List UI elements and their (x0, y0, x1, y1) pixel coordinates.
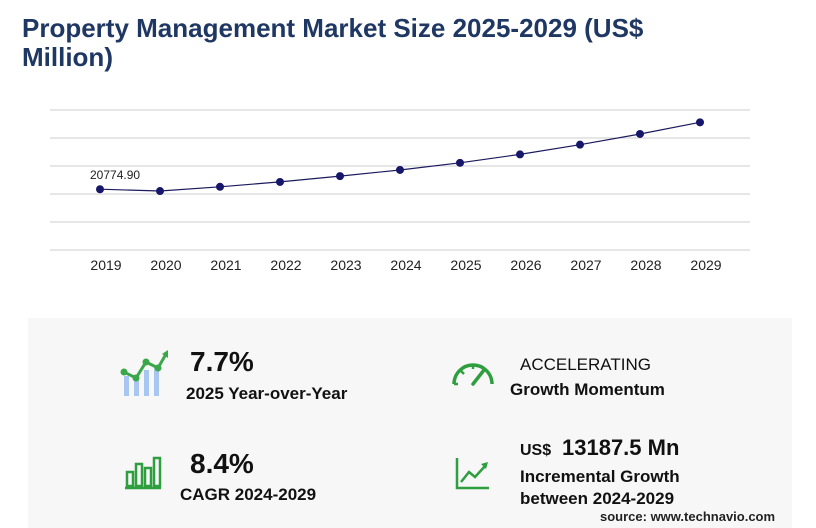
data-point-2029 (696, 118, 704, 127)
source-text: source: www.technavio.com (600, 509, 776, 524)
x-tick-label: 2029 (690, 257, 721, 273)
x-axis-ticks: 2019 2020 2021 2022 2023 2024 2025 2026 2027 2028… (90, 257, 721, 273)
cagr-value: 8.4% (190, 448, 254, 479)
speedometer-icon (452, 363, 494, 386)
data-labels: 20774.90 (90, 168, 140, 182)
incremental-prefix: US$ (520, 442, 552, 459)
trend-up-icon (455, 458, 489, 490)
cagr-label: CAGR 2024-2029 (180, 485, 317, 504)
data-label: 20774.90 (90, 168, 140, 182)
series-markers (96, 118, 704, 196)
yoy-value: 7.7% (190, 346, 254, 377)
x-tick-label: 2024 (390, 257, 421, 273)
data-point-2021 (216, 182, 224, 191)
data-point-2020 (156, 187, 164, 196)
data-point-2025 (456, 158, 464, 167)
x-tick-label: 2028 (630, 257, 661, 273)
line-chart: 20774.90 2019 2020 2021 2022 2023 2024 2025 202… (50, 109, 750, 273)
x-tick-label: 2026 (510, 257, 541, 273)
series-line (99, 121, 701, 192)
grid-lines (50, 109, 750, 251)
stats-panel (28, 318, 792, 528)
momentum-label: Growth Momentum (510, 380, 665, 399)
x-tick-label: 2019 (90, 257, 121, 273)
x-tick-label: 2021 (210, 257, 241, 273)
bar-chart-icon (125, 456, 162, 490)
data-point-2023 (336, 172, 344, 181)
momentum-value: ACCELERATING (520, 355, 651, 374)
incremental-label-2: between 2024-2029 (520, 489, 675, 508)
x-tick-label: 2025 (450, 257, 481, 273)
growth-bars-icon (120, 350, 168, 396)
incremental-value: 13187.5 Mn (562, 435, 680, 460)
x-tick-label: 2022 (270, 257, 301, 273)
data-point-2027 (576, 140, 584, 149)
data-point-2026 (516, 150, 524, 159)
data-point-2028 (636, 129, 644, 138)
data-point-2022 (276, 177, 284, 186)
data-point-2024 (396, 165, 404, 174)
x-tick-label: 2020 (150, 257, 181, 273)
x-tick-label: 2023 (330, 257, 361, 273)
yoy-label: 2025 Year-over-Year (186, 384, 348, 403)
chart-title: Property Management Market Size 2025-202… (22, 13, 644, 72)
x-tick-label: 2027 (570, 257, 601, 273)
data-point-2019 (96, 185, 104, 194)
incremental-label-1: Incremental Growth (520, 467, 680, 486)
